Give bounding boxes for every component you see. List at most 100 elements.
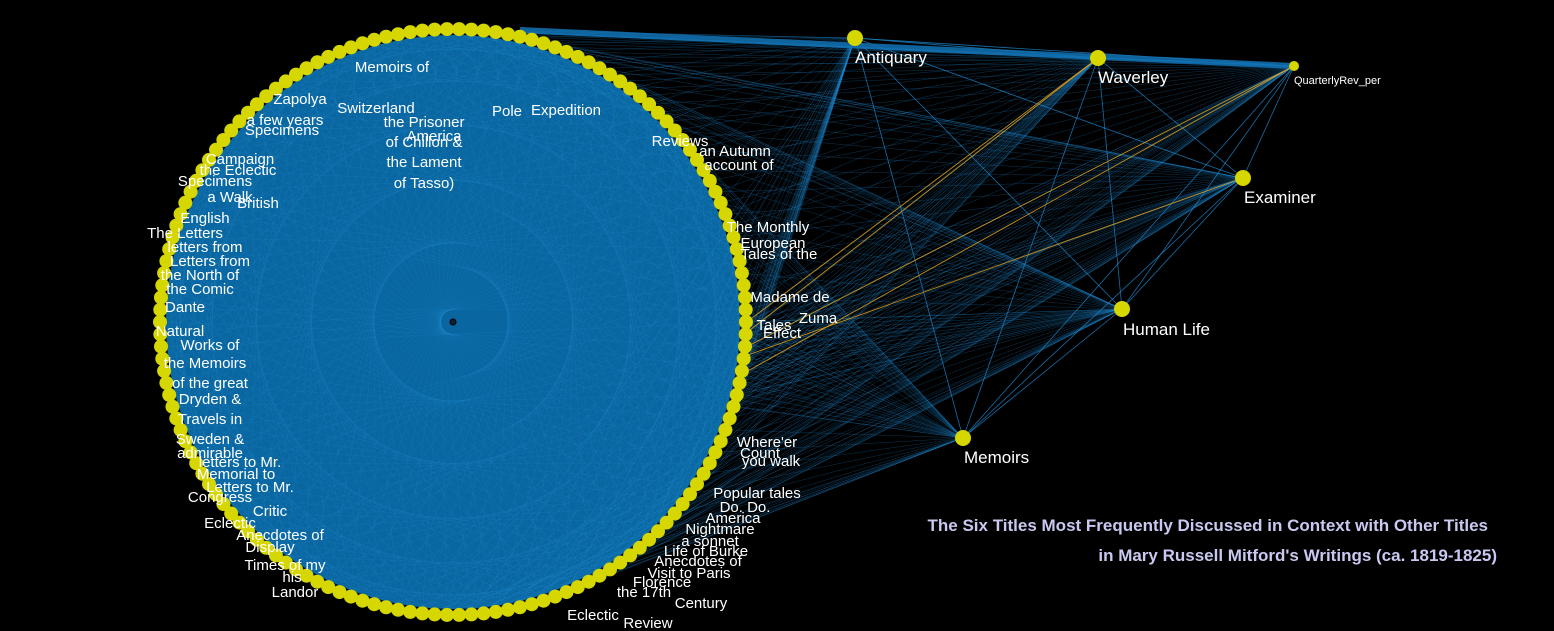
ring-node[interactable] — [173, 422, 188, 437]
ring-node[interactable] — [332, 585, 347, 600]
ring-node[interactable] — [559, 585, 574, 600]
ring-node[interactable] — [713, 434, 728, 449]
ring-node[interactable] — [169, 411, 184, 426]
ring-node[interactable] — [743, 339, 749, 344]
ring-node[interactable] — [738, 378, 744, 383]
hub-node-human-life[interactable] — [1114, 301, 1130, 317]
hub-node-quarterlyrev[interactable] — [1289, 61, 1299, 71]
ring-node[interactable] — [157, 363, 172, 378]
ring-node[interactable] — [735, 397, 741, 403]
ring-node[interactable] — [321, 580, 336, 595]
ring-node[interactable] — [702, 456, 717, 471]
ring-node[interactable] — [570, 49, 585, 64]
ring-node[interactable] — [154, 290, 168, 305]
ring-node[interactable] — [667, 506, 682, 521]
ring-node[interactable] — [162, 242, 177, 257]
ring-node[interactable] — [153, 302, 168, 317]
ring-node[interactable] — [343, 589, 358, 604]
ring-node[interactable] — [632, 540, 647, 555]
ring-node[interactable] — [209, 487, 223, 502]
ring-node[interactable] — [189, 456, 204, 471]
ring-node[interactable] — [722, 218, 737, 233]
ring-node[interactable] — [157, 266, 172, 281]
ring-node[interactable] — [209, 142, 223, 157]
ring-node[interactable] — [737, 384, 743, 390]
ring-node[interactable] — [667, 123, 682, 138]
ring-node[interactable] — [742, 345, 748, 351]
ring-node[interactable] — [159, 254, 174, 269]
ring-node[interactable] — [268, 81, 283, 96]
ring-node[interactable] — [713, 195, 728, 210]
ring-node[interactable] — [216, 133, 231, 147]
ring-node[interactable] — [202, 477, 216, 492]
ring-node[interactable] — [732, 254, 747, 269]
ring-node[interactable] — [488, 604, 503, 619]
ring-node[interactable] — [592, 61, 607, 76]
ring-node[interactable] — [367, 32, 382, 47]
ring-node[interactable] — [439, 607, 454, 622]
ring-node[interactable] — [310, 574, 325, 589]
ring-node[interactable] — [299, 568, 314, 583]
ring-node[interactable] — [183, 445, 198, 460]
ring-node[interactable] — [690, 477, 704, 492]
ring-node[interactable] — [740, 358, 746, 364]
ring-node[interactable] — [391, 27, 406, 42]
ring-node[interactable] — [173, 207, 188, 222]
ring-node[interactable] — [379, 600, 394, 615]
hub-node-waverley[interactable] — [1090, 50, 1106, 66]
ring-node[interactable] — [259, 540, 274, 555]
ring-node[interactable] — [524, 597, 539, 612]
ring-node[interactable] — [603, 562, 617, 577]
ring-node[interactable] — [241, 524, 255, 539]
ring-node[interactable] — [439, 22, 454, 37]
ring-node[interactable] — [343, 40, 358, 55]
ring-node[interactable] — [464, 22, 479, 37]
ring-node[interactable] — [464, 607, 479, 622]
ring-node[interactable] — [154, 339, 168, 354]
ring-node[interactable] — [391, 602, 406, 617]
ring-node[interactable] — [216, 497, 231, 511]
ring-node[interactable] — [642, 97, 657, 112]
ring-node[interactable] — [232, 515, 247, 530]
ring-node[interactable] — [202, 152, 216, 167]
ring-node[interactable] — [155, 351, 170, 366]
ring-node[interactable] — [739, 371, 745, 377]
ring-node[interactable] — [183, 184, 198, 199]
ring-node[interactable] — [718, 207, 733, 222]
ring-node[interactable] — [559, 44, 574, 59]
ring-node[interactable] — [623, 548, 638, 563]
ring-node[interactable] — [476, 23, 491, 38]
ring-node[interactable] — [452, 607, 467, 622]
ring-node[interactable] — [623, 81, 638, 96]
ring-node[interactable] — [603, 67, 617, 82]
ring-node[interactable] — [355, 36, 370, 51]
ring-node[interactable] — [321, 49, 336, 64]
ring-node[interactable] — [726, 399, 741, 414]
ring-node[interactable] — [548, 40, 563, 55]
ring-node[interactable] — [162, 387, 177, 402]
ring-node[interactable] — [165, 399, 180, 414]
ring-node[interactable] — [651, 105, 665, 120]
ring-node[interactable] — [189, 173, 204, 188]
ring-node[interactable] — [427, 22, 442, 37]
ring-node[interactable] — [415, 23, 430, 38]
ring-node[interactable] — [159, 375, 174, 390]
ring-node[interactable] — [488, 25, 503, 40]
ring-node[interactable] — [500, 27, 515, 42]
ring-node[interactable] — [153, 315, 167, 329]
ring-node[interactable] — [581, 55, 596, 70]
ring-node[interactable] — [744, 326, 750, 331]
ring-node[interactable] — [570, 580, 585, 595]
ring-node[interactable] — [734, 266, 749, 281]
ring-node[interactable] — [512, 600, 527, 615]
ring-node[interactable] — [195, 163, 210, 178]
ring-node[interactable] — [696, 466, 711, 481]
ring-node[interactable] — [690, 152, 704, 167]
ring-node[interactable] — [613, 555, 628, 570]
ring-node[interactable] — [289, 67, 303, 82]
ring-node[interactable] — [452, 22, 467, 37]
ring-node[interactable] — [548, 589, 563, 604]
ring-node[interactable] — [592, 568, 607, 583]
hub-node-memoirs[interactable] — [955, 430, 971, 446]
ring-node[interactable] — [379, 29, 394, 44]
